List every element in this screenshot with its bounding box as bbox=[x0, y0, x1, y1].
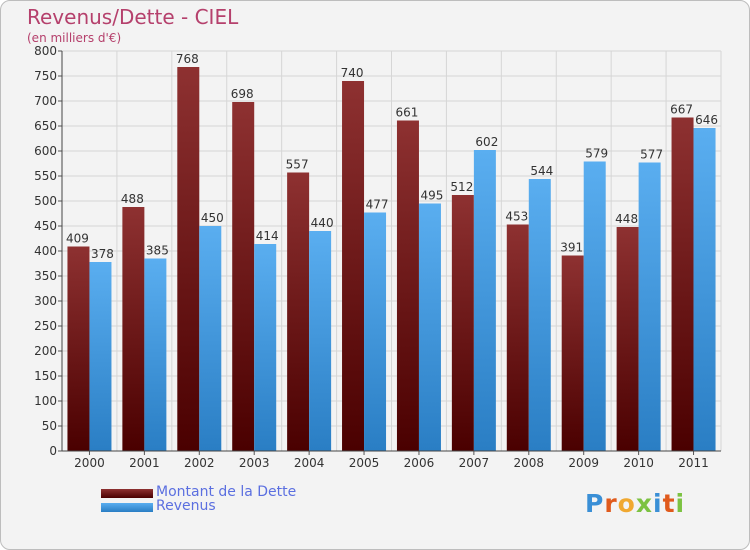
y-tick-label: 500 bbox=[34, 194, 57, 208]
data-label-debt: 661 bbox=[396, 106, 419, 120]
proxiti-logo: Proxiti bbox=[585, 489, 686, 518]
y-tick-label: 350 bbox=[34, 269, 57, 283]
y-tick-label: 550 bbox=[34, 169, 57, 183]
bar-debt bbox=[342, 81, 365, 451]
data-label-debt: 512 bbox=[450, 180, 473, 194]
x-tick-label: 2007 bbox=[459, 456, 490, 470]
data-label-debt: 448 bbox=[615, 212, 638, 226]
x-tick-label: 2001 bbox=[129, 456, 160, 470]
y-tick-label: 50 bbox=[42, 419, 57, 433]
data-label-debt: 667 bbox=[670, 103, 693, 117]
chart-subtitle: (en milliers d'€) bbox=[27, 31, 122, 45]
data-label-debt: 698 bbox=[231, 87, 254, 101]
data-label-revenue: 378 bbox=[91, 247, 114, 261]
data-label-revenue: 544 bbox=[530, 164, 553, 178]
x-tick-label: 2006 bbox=[404, 456, 435, 470]
data-label-revenue: 450 bbox=[201, 211, 224, 225]
data-label-revenue: 440 bbox=[311, 216, 334, 230]
bar-debt bbox=[232, 102, 255, 451]
x-tick-label: 2005 bbox=[349, 456, 380, 470]
data-label-debt: 740 bbox=[341, 66, 364, 80]
bar-revenue bbox=[199, 226, 222, 451]
legend-swatch-debt bbox=[101, 489, 153, 498]
bar-debt bbox=[122, 207, 145, 451]
bar-debt bbox=[671, 117, 694, 451]
bar-debt bbox=[67, 246, 90, 451]
y-tick-label: 450 bbox=[34, 219, 57, 233]
bar-revenue bbox=[693, 128, 716, 451]
data-label-revenue: 477 bbox=[366, 198, 389, 212]
data-label-revenue: 646 bbox=[695, 113, 718, 127]
legend-swatch-revenue bbox=[101, 503, 153, 512]
data-label-revenue: 495 bbox=[421, 189, 444, 203]
bar-revenue bbox=[528, 179, 551, 451]
x-tick-label: 2010 bbox=[623, 456, 654, 470]
x-tick-label: 2008 bbox=[514, 456, 545, 470]
data-label-debt: 409 bbox=[66, 232, 89, 246]
bar-debt bbox=[396, 120, 419, 451]
data-label-revenue: 579 bbox=[585, 147, 608, 161]
y-tick-label: 750 bbox=[34, 69, 57, 83]
bar-revenue bbox=[638, 162, 661, 451]
bar-revenue bbox=[473, 150, 496, 451]
bar-revenue bbox=[144, 258, 167, 451]
bar-debt bbox=[616, 227, 639, 451]
x-tick-label: 2009 bbox=[568, 456, 599, 470]
x-tick-label: 2003 bbox=[239, 456, 270, 470]
bar-revenue bbox=[309, 231, 332, 451]
bar-debt bbox=[506, 224, 529, 451]
bar-debt bbox=[451, 195, 474, 451]
data-label-debt: 768 bbox=[176, 52, 199, 66]
data-label-revenue: 414 bbox=[256, 229, 279, 243]
data-label-revenue: 385 bbox=[146, 244, 169, 258]
bar-revenue bbox=[583, 161, 606, 451]
y-tick-label: 650 bbox=[34, 119, 57, 133]
bar-revenue bbox=[418, 203, 441, 451]
data-label-debt: 391 bbox=[560, 241, 583, 255]
y-tick-label: 600 bbox=[34, 144, 57, 158]
y-tick-label: 800 bbox=[34, 44, 57, 58]
bar-revenue bbox=[89, 262, 112, 451]
data-label-revenue: 602 bbox=[475, 135, 498, 149]
y-tick-label: 200 bbox=[34, 344, 57, 358]
bar-debt bbox=[177, 67, 200, 451]
y-tick-label: 100 bbox=[34, 394, 57, 408]
y-tick-label: 300 bbox=[34, 294, 57, 308]
y-tick-label: 150 bbox=[34, 369, 57, 383]
y-tick-label: 0 bbox=[49, 444, 57, 458]
legend-label-revenue: Revenus bbox=[156, 498, 216, 514]
x-tick-label: 2004 bbox=[294, 456, 325, 470]
data-label-debt: 557 bbox=[286, 158, 309, 172]
y-tick-label: 700 bbox=[34, 94, 57, 108]
bar-revenue bbox=[254, 244, 277, 451]
x-tick-label: 2000 bbox=[74, 456, 105, 470]
bar-debt bbox=[287, 172, 310, 451]
data-label-debt: 453 bbox=[505, 210, 528, 224]
bar-debt bbox=[561, 255, 584, 451]
x-tick-label: 2011 bbox=[678, 456, 709, 470]
chart-title: Revenus/Dette - CIEL bbox=[27, 5, 239, 29]
data-label-revenue: 577 bbox=[640, 148, 663, 162]
y-tick-label: 400 bbox=[34, 244, 57, 258]
y-tick-label: 250 bbox=[34, 319, 57, 333]
bar-revenue bbox=[364, 212, 387, 451]
data-label-debt: 488 bbox=[121, 192, 144, 206]
legend-label-debt: Montant de la Dette bbox=[156, 484, 297, 500]
x-tick-label: 2002 bbox=[184, 456, 215, 470]
